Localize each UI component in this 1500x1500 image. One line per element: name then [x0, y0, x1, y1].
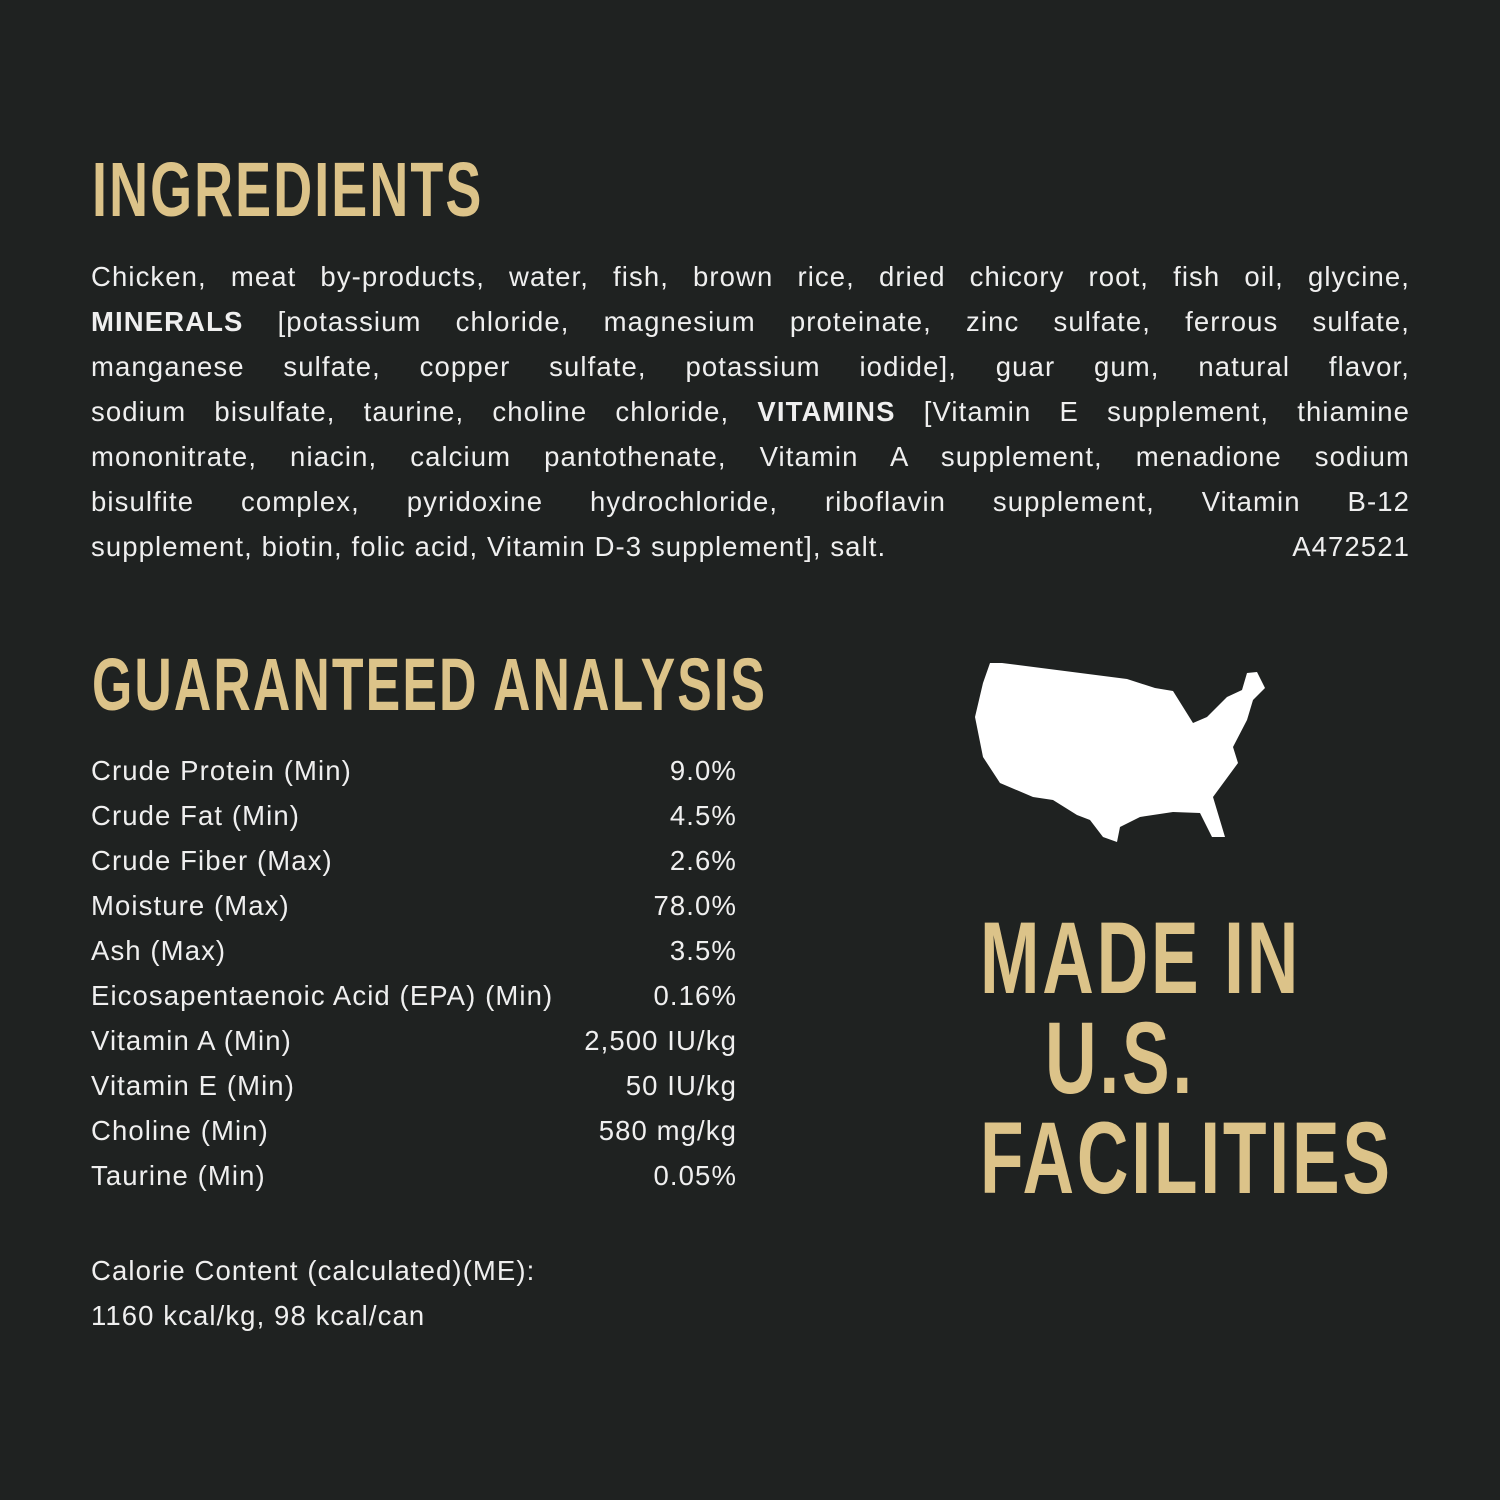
ingredients-list: Chicken, meat by-products, water, fish, …	[91, 258, 1410, 573]
badge-line: FACILITIES	[980, 1101, 1393, 1215]
ingredients-line: sodium bisulfate, taurine, choline chlor…	[91, 396, 1411, 427]
analysis-label: Crude Protein (Min)	[91, 755, 352, 786]
ingredients-line: bisulfite complex, pyridoxine hydrochlor…	[91, 486, 1410, 517]
badge-line: MADE IN	[980, 901, 1302, 1015]
analysis-value: 4.5%	[669, 800, 737, 831]
analysis-value: 3.5%	[669, 935, 737, 966]
calorie-label: Calorie Content (calculated)(ME):	[91, 1255, 536, 1286]
analysis-value: 50 IU/kg	[625, 1070, 737, 1101]
analysis-table: Crude Protein (Min) 9.0% Crude Fat (Min) 4.…	[91, 752, 737, 1202]
analysis-label: Moisture (Max)	[91, 890, 290, 921]
analysis-row: Choline (Min) 580 mg/kg	[91, 1112, 737, 1157]
analysis-value: 2.6%	[669, 845, 737, 876]
analysis-value: 78.0%	[653, 890, 737, 921]
analysis-label: Ash (Max)	[91, 935, 227, 966]
ingredients-line: mononitrate, niacin, calcium pantothenat…	[91, 441, 1410, 472]
analysis-label: Crude Fat (Min)	[91, 800, 301, 831]
analysis-row: Taurine (Min) 0.05%	[91, 1157, 737, 1202]
analysis-row: Vitamin A (Min) 2,500 IU/kg	[91, 1022, 737, 1067]
analysis-label: Vitamin A (Min)	[91, 1025, 292, 1056]
product-code: A472521	[1292, 531, 1410, 562]
analysis-value: 0.16%	[653, 980, 737, 1011]
analysis-label: Taurine (Min)	[91, 1160, 266, 1191]
minerals-label: MINERALS	[91, 306, 244, 337]
ingredients-title: INGREDIENTS	[92, 147, 484, 233]
ingredients-line: MINERALS [potassium chloride, magnesium …	[91, 306, 1410, 337]
analysis-label: Crude Fiber (Max)	[91, 845, 333, 876]
analysis-label: Eicosapentaenoic Acid (EPA) (Min)	[91, 980, 554, 1011]
analysis-row: Crude Fat (Min) 4.5%	[91, 797, 737, 842]
analysis-row: Crude Protein (Min) 9.0%	[91, 752, 737, 797]
analysis-row: Crude Fiber (Max) 2.6%	[91, 842, 737, 887]
analysis-value: 0.05%	[653, 1160, 737, 1191]
analysis-row: Vitamin E (Min) 50 IU/kg	[91, 1067, 737, 1112]
calorie-value: 1160 kcal/kg, 98 kcal/can	[91, 1300, 426, 1331]
guaranteed-analysis-title: GUARANTEED ANALYSIS	[92, 643, 768, 726]
analysis-value: 580 mg/kg	[598, 1115, 737, 1146]
badge-line: U.S.	[1044, 1001, 1196, 1115]
analysis-value: 2,500 IU/kg	[584, 1025, 737, 1056]
vitamins-label: VITAMINS	[757, 396, 896, 427]
analysis-row: Moisture (Max) 78.0%	[91, 887, 737, 932]
ingredients-line: supplement, biotin, folic acid, Vitamin …	[91, 528, 1410, 573]
analysis-value: 9.0%	[669, 755, 737, 786]
ingredients-line: manganese sulfate, copper sulfate, potas…	[91, 351, 1410, 382]
analysis-row: Eicosapentaenoic Acid (EPA) (Min) 0.16%	[91, 977, 737, 1022]
analysis-row: Ash (Max) 3.5%	[91, 932, 737, 977]
analysis-label: Vitamin E (Min)	[91, 1070, 295, 1101]
analysis-label: Choline (Min)	[91, 1115, 269, 1146]
made-in-us-badge: MADE IN U.S. FACILITIES	[920, 901, 1393, 1215]
calorie-content: Calorie Content (calculated)(ME): 1160 k…	[91, 1248, 535, 1338]
ingredients-line: Chicken, meat by-products, water, fish, …	[91, 261, 1410, 292]
